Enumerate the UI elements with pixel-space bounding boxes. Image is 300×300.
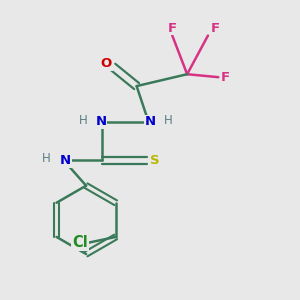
Text: S: S (150, 154, 159, 167)
Text: F: F (211, 22, 220, 34)
Text: H: H (164, 114, 172, 127)
Text: H: H (79, 114, 88, 127)
Text: F: F (168, 22, 177, 34)
Text: N: N (95, 115, 106, 128)
Text: Cl: Cl (72, 236, 88, 250)
Text: H: H (42, 152, 50, 165)
Text: N: N (144, 115, 156, 128)
Text: F: F (221, 71, 230, 84)
Text: O: O (101, 57, 112, 70)
Text: N: N (60, 154, 71, 167)
